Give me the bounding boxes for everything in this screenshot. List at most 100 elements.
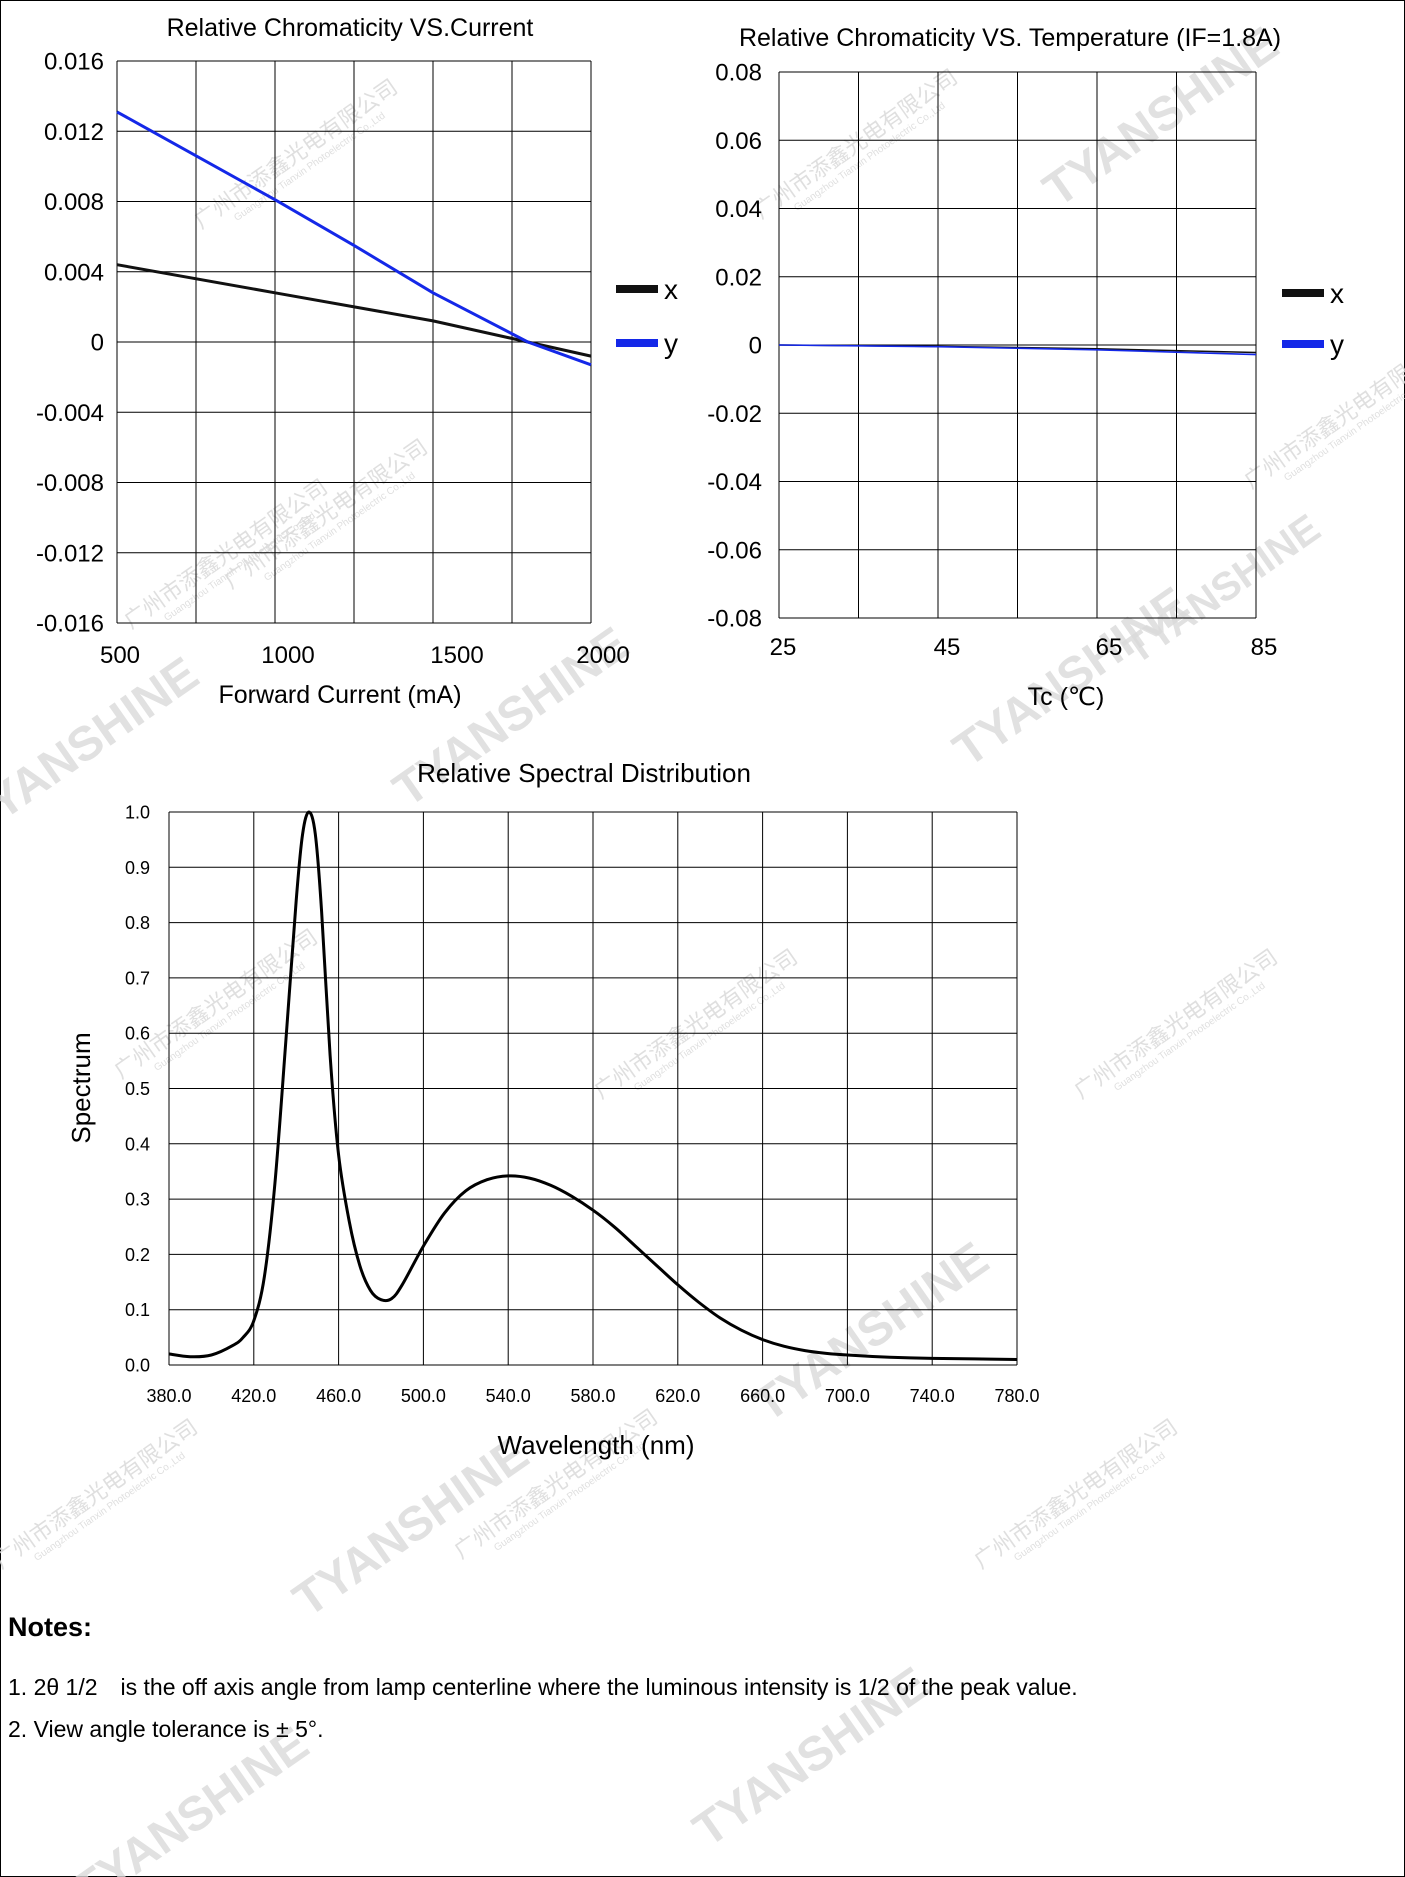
y-tick-label: 0.3 xyxy=(125,1190,150,1210)
y-tick-label: -0.004 xyxy=(36,400,104,427)
x-tick-label: 660.0 xyxy=(740,1386,785,1406)
series-lines xyxy=(168,810,1018,1361)
y-tick-label: 0 xyxy=(749,333,762,360)
chart-grid xyxy=(116,60,592,624)
x-tick-label: 1000 xyxy=(261,642,314,669)
y-tick-label: 0.02 xyxy=(715,264,762,291)
y-tick-label: -0.04 xyxy=(707,469,762,496)
chart-title: Relative Spectral Distribution xyxy=(417,758,751,788)
y-tick-labels: 1.0 0.9 0.8 0.7 0.6 0.5 0.4 0.3 0.2 0.1 0.0 xyxy=(125,802,150,1375)
x-tick-label: 65 xyxy=(1096,634,1123,661)
series-line-x xyxy=(116,263,592,358)
svg-text:广州市添鑫光电有限公司: 广州市添鑫光电有限公司 xyxy=(749,64,962,223)
y-tick-label: -0.06 xyxy=(707,537,762,564)
y-tick-label: 0.012 xyxy=(44,119,104,146)
y-tick-label: -0.008 xyxy=(36,470,104,497)
y-tick-label: 0.004 xyxy=(44,259,104,286)
note-item: 1. 2θ 1/2 is the off axis angle from lam… xyxy=(8,1674,1078,1700)
y-tick-label: 0.8 xyxy=(125,913,150,933)
chart-grid xyxy=(168,811,1018,1366)
series-line-y xyxy=(116,110,592,367)
x-tick-label: 85 xyxy=(1251,634,1278,661)
watermark-layer: TYANSHINE TYANSHINETYANSHINETYANSHINETYAN… xyxy=(0,17,1405,1877)
chart-title: Relative Chromaticity VS. Temperature (I… xyxy=(739,24,1281,52)
svg-text:广州市添鑫光电有限公司: 广州市添鑫光电有限公司 xyxy=(0,1414,202,1573)
y-tick-label: 0 xyxy=(91,330,104,357)
series-lines xyxy=(116,110,592,367)
legend-label: x xyxy=(1330,278,1344,309)
x-tick-label: 500.0 xyxy=(401,1386,446,1406)
legend-swatch xyxy=(616,285,658,293)
y-tick-label: 0.5 xyxy=(125,1079,150,1099)
x-tick-label: 45 xyxy=(934,634,961,661)
x-tick-labels: 25 45 65 85 xyxy=(770,634,1278,661)
y-tick-label: 0.0 xyxy=(125,1355,150,1375)
y-tick-labels: 0.016 0.012 0.008 0.004 0 -0.004 -0.008 -0.012 -… xyxy=(36,49,104,638)
chart-title: Relative Chromaticity VS.Current xyxy=(167,14,534,42)
y-tick-label: 0.6 xyxy=(125,1024,150,1044)
svg-text:广州市添鑫光电有限公司: 广州市添鑫光电有限公司 xyxy=(109,924,322,1083)
series-line-spectrum xyxy=(168,810,1018,1361)
legend-label: x xyxy=(664,274,678,305)
x-axis-label: Tc (℃) xyxy=(1028,683,1105,711)
y-tick-label: 0.2 xyxy=(125,1245,150,1265)
x-axis-label: Wavelength (nm) xyxy=(498,1430,695,1460)
x-tick-label: 2000 xyxy=(576,642,629,669)
y-tick-labels: 0.08 0.06 0.04 0.02 0 -0.02 -0.04 -0.06 -0.08 xyxy=(707,60,762,633)
x-axis-label: Forward Current (mA) xyxy=(218,681,461,709)
x-tick-label: 740.0 xyxy=(910,1386,955,1406)
spectral-distribution-chart: Relative Spectral Distribution 1.0 0.9 0.8… xyxy=(66,758,1040,1460)
legend-swatch xyxy=(1282,340,1324,348)
series-line-y xyxy=(778,344,1257,356)
legend: xy xyxy=(616,274,678,359)
chromaticity-vs-current-chart: Relative Chromaticity VS.Current 0.0160.… xyxy=(36,14,678,709)
y-tick-label: 0.7 xyxy=(125,968,150,988)
x-tick-label: 25 xyxy=(770,634,797,661)
notes-title: Notes: xyxy=(8,1612,93,1642)
series-lines xyxy=(778,344,1257,356)
note-item: 2. View angle tolerance is ± 5°. xyxy=(8,1716,324,1742)
y-tick-label: -0.012 xyxy=(36,540,104,567)
y-tick-label: 0.9 xyxy=(125,858,150,878)
y-tick-label: 0.08 xyxy=(715,60,762,87)
x-tick-label: 580.0 xyxy=(570,1386,615,1406)
chromaticity-vs-temperature-chart: Relative Chromaticity VS. Temperature (I… xyxy=(707,24,1344,711)
x-tick-labels: 500 1000 1500 2000 xyxy=(100,642,630,669)
y-tick-label: 0.06 xyxy=(715,128,762,155)
legend-label: y xyxy=(1330,329,1344,360)
y-tick-label: 0.4 xyxy=(125,1134,150,1154)
x-tick-label: 500 xyxy=(100,642,140,669)
svg-text:广州市添鑫光电有限公司: 广州市添鑫光电有限公司 xyxy=(969,1414,1182,1573)
x-tick-label: 1500 xyxy=(430,642,483,669)
x-tick-label: 460.0 xyxy=(316,1386,361,1406)
y-tick-label: -0.08 xyxy=(707,606,762,633)
y-tick-label: 0.008 xyxy=(44,189,104,216)
svg-text:广州市添鑫光电有限公司: 广州市添鑫光电有限公司 xyxy=(1069,944,1282,1103)
y-tick-label: 0.016 xyxy=(44,49,104,76)
watermark-text: TYANSHINE xyxy=(0,647,208,847)
watermark-text: TYANSHINE xyxy=(1117,506,1329,673)
y-tick-label: 1.0 xyxy=(125,802,150,822)
x-tick-label: 700.0 xyxy=(825,1386,870,1406)
y-tick-label: -0.02 xyxy=(707,401,762,428)
legend-swatch xyxy=(1282,289,1324,297)
y-axis-label: Spectrum xyxy=(66,1032,96,1143)
legend-label: y xyxy=(664,328,678,359)
legend: xy xyxy=(1282,278,1344,360)
svg-text:广州市添鑫光电有限公司: 广州市添鑫光电有限公司 xyxy=(589,944,802,1103)
y-tick-label: 0.04 xyxy=(715,196,762,223)
y-tick-label: -0.016 xyxy=(36,611,104,638)
x-tick-label: 380.0 xyxy=(146,1386,191,1406)
svg-text:广州市添鑫光电有限公司: 广州市添鑫光电有限公司 xyxy=(219,434,432,593)
x-tick-label: 780.0 xyxy=(994,1386,1039,1406)
